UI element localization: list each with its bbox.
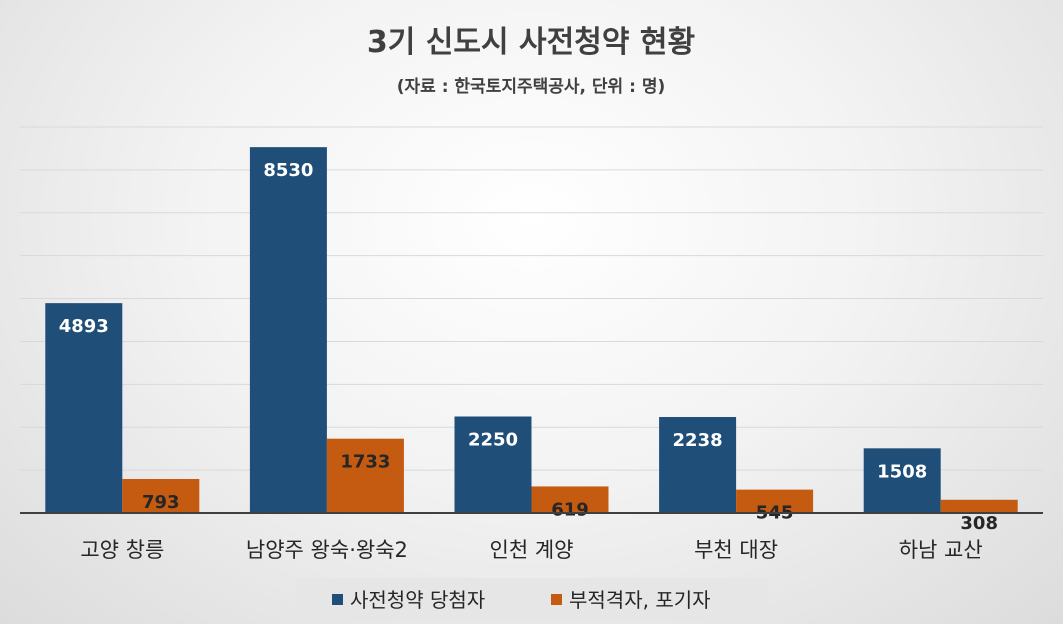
bar-winners	[863, 448, 941, 513]
data-label-winners: 2250	[468, 430, 518, 451]
gridlines	[20, 126, 1043, 471]
bar-winners	[45, 303, 123, 513]
bar-disqualified	[940, 499, 1018, 513]
bar-disqualified	[531, 486, 609, 513]
category-label: 인천 계양	[490, 538, 574, 562]
data-label-winners: 4893	[59, 316, 109, 337]
category-label: 고양 창릉	[80, 538, 164, 562]
category-label: 하남 교산	[899, 538, 983, 562]
data-label-disqualified: 1733	[340, 452, 390, 473]
bar-disqualified	[122, 478, 200, 513]
data-label-winners: 8530	[263, 160, 313, 181]
legend-swatch-winners	[332, 594, 343, 605]
chart-subtitle: (자료 : 한국토지주택공사, 단위 : 명)	[397, 77, 666, 97]
data-label-disqualified: 619	[551, 499, 589, 520]
bar-winners	[249, 147, 327, 513]
legend-label-disqualified: 부적격자, 포기자	[569, 588, 711, 612]
legend-background	[296, 578, 768, 621]
bar-winners	[454, 416, 532, 513]
category-labels: 고양 창릉 남양주 왕숙·왕숙2 인천 계양 부천 대장 하남 교산	[80, 538, 982, 562]
legend-label-winners: 사전청약 당첨자	[350, 588, 485, 612]
legend-swatch-disqualified	[551, 594, 562, 605]
bar-disqualified	[736, 489, 814, 513]
bar-disqualified	[326, 438, 404, 513]
category-label: 부천 대장	[694, 538, 778, 562]
category-label: 남양주 왕숙·왕숙2	[246, 538, 408, 562]
chart-title: 3기 신도시 사전청약 현황	[367, 25, 695, 60]
legend: 사전청약 당첨자 부적격자, 포기자	[296, 578, 768, 621]
bar-winners	[659, 417, 737, 513]
data-label-disqualified: 308	[960, 513, 998, 534]
data-label-winners: 1508	[877, 461, 927, 482]
data-label-disqualified: 793	[142, 492, 180, 513]
data-label-winners: 2238	[673, 430, 723, 451]
